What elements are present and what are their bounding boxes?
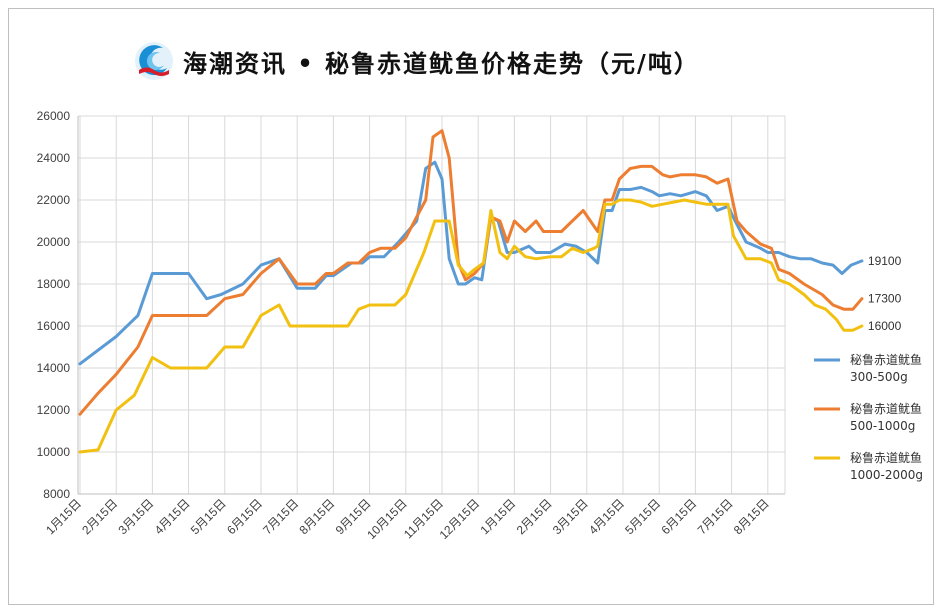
x-tick-label: 5月15日: [622, 496, 663, 537]
end-value-label-1: 19100: [868, 254, 902, 268]
y-tick-label: 22000: [37, 193, 71, 207]
x-tick-label: 12月15日: [437, 496, 483, 542]
end-value-label-3: 16000: [868, 319, 902, 333]
x-tick-label: 1月15日: [43, 496, 84, 537]
series-line-1: [78, 160, 864, 366]
chart-title: 海潮资讯 • 秘鲁赤道鱿鱼价格走势（元/吨）: [183, 48, 700, 78]
x-tick-label: 5月15日: [188, 496, 229, 537]
x-tick-label: 4月15日: [152, 496, 193, 537]
grid-lines: [78, 115, 786, 495]
end-value-label-2: 17300: [868, 292, 902, 306]
x-axis-ticks: 1月15日2月15日3月15日4月15日5月15日6月15日7月15日8月15日…: [43, 496, 772, 542]
y-axis-ticks: 8000 10000 12000 14000 16000 18000 20000 22000 2…: [37, 109, 71, 501]
x-tick-label: 10月15日: [364, 496, 410, 542]
haichao-logo-icon: [135, 42, 173, 80]
x-tick-label: 8月15日: [296, 496, 337, 537]
legend-label-3: 1000-2000g: [850, 468, 923, 482]
y-tick-label: 12000: [37, 403, 71, 417]
y-tick-label: 18000: [37, 277, 71, 291]
x-tick-label: 6月15日: [658, 496, 699, 537]
legend-label-3: 秘鲁赤道鱿鱼: [850, 450, 922, 465]
x-tick-label: 6月15日: [224, 496, 265, 537]
x-tick-label: 2月15日: [514, 496, 555, 537]
x-tick-label: 8月15日: [731, 496, 772, 537]
axes: [77, 116, 785, 495]
x-tick-label: 7月15日: [695, 496, 736, 537]
series-line-2: [78, 129, 864, 416]
series-line-3: [78, 198, 864, 454]
x-tick-label: 3月15日: [115, 496, 156, 537]
x-tick-label: 1月15日: [477, 496, 518, 537]
y-tick-label: 26000: [37, 109, 71, 123]
series-lines: [78, 129, 864, 454]
x-tick-label: 7月15日: [260, 496, 301, 537]
legend-label-2: 500-1000g: [850, 419, 915, 433]
legend-label-1: 300-500g: [850, 370, 908, 384]
y-tick-label: 14000: [37, 361, 71, 375]
legend-label-1: 秘鲁赤道鱿鱼: [850, 352, 922, 367]
legend-label-2: 秘鲁赤道鱿鱼: [850, 401, 922, 416]
x-tick-label: 3月15日: [550, 496, 591, 537]
x-tick-label: 2月15日: [79, 496, 120, 537]
y-tick-label: 20000: [37, 235, 71, 249]
chart-frame: [8, 8, 934, 605]
y-tick-label: 24000: [37, 151, 71, 165]
legend: 秘鲁赤道鱿鱼 300-500g 秘鲁赤道鱿鱼 500-1000g 秘鲁赤道鱿鱼 1000-…: [814, 352, 923, 482]
x-tick-label: 4月15日: [586, 496, 627, 537]
title-row: 海潮资讯 • 秘鲁赤道鱿鱼价格走势（元/吨）: [133, 38, 700, 84]
y-tick-label: 8000: [43, 487, 70, 501]
y-tick-label: 10000: [37, 445, 71, 459]
y-tick-label: 16000: [37, 319, 71, 333]
series-end-labels: 19100 17300 16000: [868, 254, 902, 333]
